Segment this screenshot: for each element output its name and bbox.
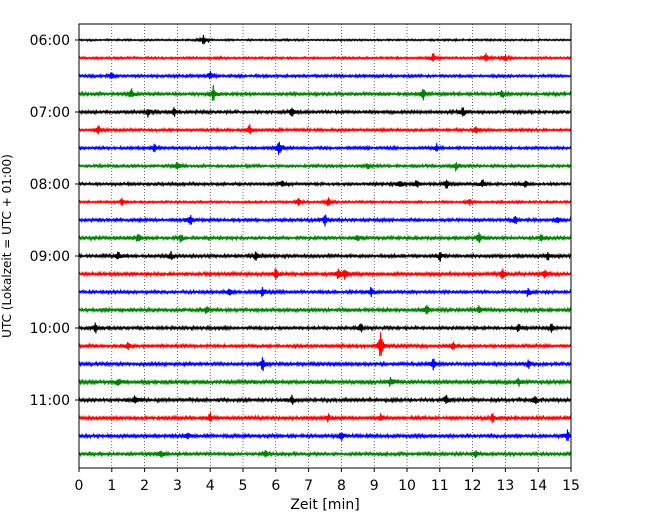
seismogram-trace (78, 268, 572, 281)
seismogram-trace (78, 429, 572, 441)
seismogram-trace (78, 179, 572, 189)
seismogram-trace (78, 214, 572, 227)
x-tick-label: 0 (75, 478, 84, 494)
seismogram-trace (78, 412, 572, 423)
x-tick-label: 2 (140, 478, 149, 494)
y-axis-ticks: 06:00 07:00 08:00 09:00 10:00 11:00 (30, 33, 79, 409)
seismogram-traces (78, 34, 572, 459)
x-axis-label: Zeit [min] (290, 497, 359, 513)
seismogram-trace (78, 394, 572, 405)
y-tick-label: 06:00 (30, 33, 70, 49)
x-tick-label: 4 (206, 478, 215, 494)
x-tick-label: 6 (271, 478, 280, 494)
seismogram-trace (78, 232, 572, 244)
seismogram-trace (78, 141, 572, 155)
seismogram-trace (78, 197, 572, 206)
seismogram-trace (78, 450, 572, 459)
seismogram-trace (78, 34, 572, 45)
x-tick-label: 15 (562, 478, 580, 494)
y-tick-label: 09:00 (30, 249, 70, 265)
plot-frame (78, 23, 572, 469)
x-tick-label: 14 (529, 478, 547, 494)
seismogram-trace (78, 286, 572, 297)
x-tick-label: 7 (304, 478, 313, 494)
x-grid (111, 24, 539, 468)
plot-area (79, 24, 571, 468)
seismogram-trace (78, 322, 572, 334)
x-tick-label: 5 (239, 478, 248, 494)
y-tick-label: 10:00 (30, 321, 70, 337)
x-tick-label: 1 (107, 478, 116, 494)
y-axis-label: UTC (Lokalzeit = UTC + 01:00) (0, 154, 14, 338)
x-tick-label: 10 (398, 478, 416, 494)
x-tick-label: 12 (464, 478, 482, 494)
seismogram-trace (78, 376, 572, 387)
seismogram-trace (78, 161, 572, 172)
seismogram-trace (78, 250, 572, 262)
y-tick-label: 07:00 (30, 105, 70, 121)
x-tick-label: 13 (496, 478, 514, 494)
x-tick-label: 3 (173, 478, 182, 494)
y-tick-label: 11:00 (30, 393, 70, 409)
seismogram-trace (78, 357, 572, 372)
seismogram-trace (78, 332, 572, 357)
y-tick-label: 08:00 (30, 177, 70, 193)
x-tick-label: 9 (370, 478, 379, 494)
seismogram-trace (78, 107, 572, 118)
seismogram-trace (78, 70, 572, 80)
seismogram-trace (78, 304, 572, 315)
seismogram-trace (78, 84, 572, 101)
seismogram-trace (78, 124, 572, 135)
x-tick-label: 8 (337, 478, 346, 494)
x-axis-ticks: 0 1 2 3 4 5 6 7 8 9 10 11 12 13 14 15 (75, 468, 580, 494)
seismogram-trace (78, 53, 572, 62)
x-tick-label: 11 (431, 478, 449, 494)
